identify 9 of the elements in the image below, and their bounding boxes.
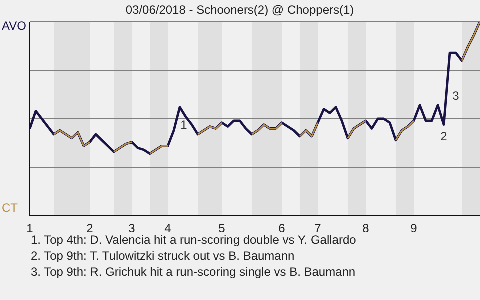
chart-title: 03/06/2018 - Schooners(2) @ Choppers(1) [124, 2, 356, 19]
annotation: 3 [452, 88, 460, 103]
annotation: 2 [440, 130, 448, 144]
text: 1. Top 4th: D. Valencia hit a run-scoring double vs Y. Gallardo [31, 233, 356, 247]
text: AVO [2, 19, 26, 33]
text: CT [2, 201, 19, 215]
text: 3. Top 9th: R. Grichuk hit a run-scoring single vs B. Baumann [31, 264, 357, 280]
text: 2. Top 9th: T. Tulowitzki struck out vs B. Baumann [31, 248, 296, 264]
annotation: 1 [180, 118, 188, 132]
